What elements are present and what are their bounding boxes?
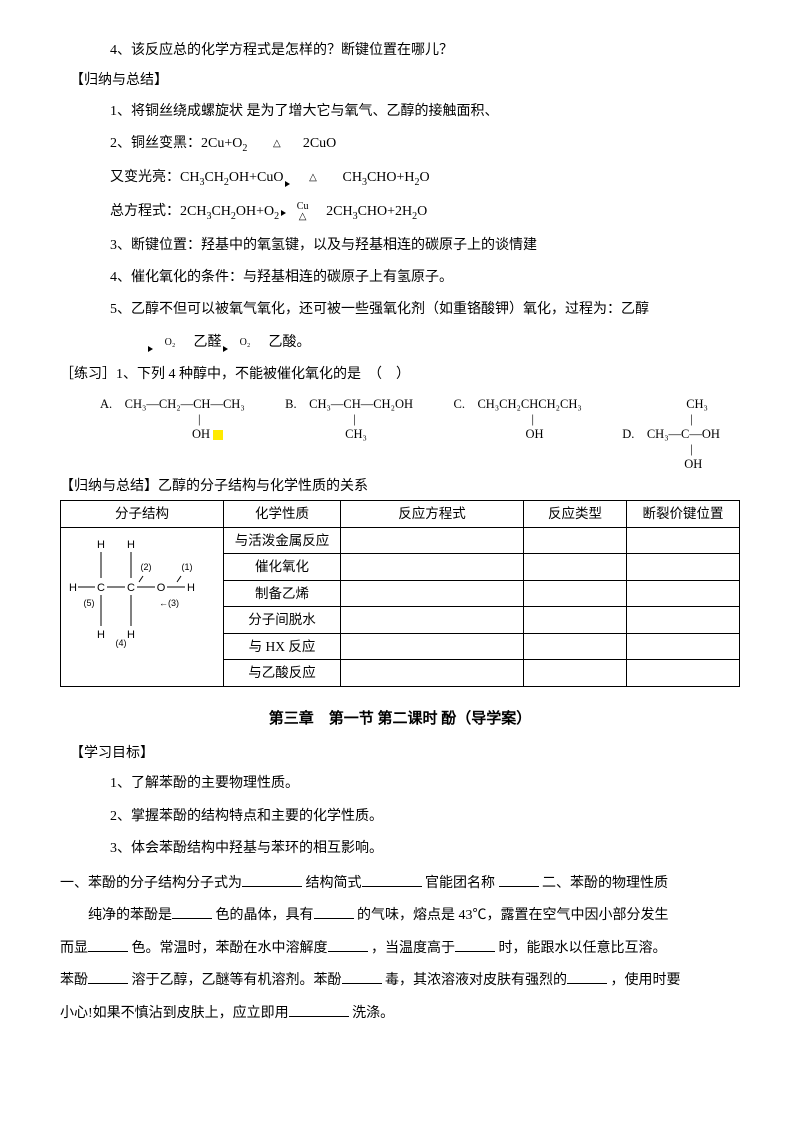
learning-target-1: 1、了解苯酚的主要物理性质。 bbox=[110, 773, 740, 795]
th-structure: 分子结构 bbox=[61, 500, 224, 527]
section-heading-summary: 【归纳与总结】 bbox=[70, 70, 740, 92]
svg-text:O: O bbox=[157, 582, 166, 594]
summary-item-1: 1、将铜丝绕成螺旋状 是为了增大它与氧气、乙醇的接触面积、 bbox=[110, 101, 740, 123]
svg-text:H: H bbox=[127, 539, 135, 551]
blank-solubility[interactable] bbox=[328, 951, 368, 952]
reaction-arrow-o2-2: O₂ bbox=[227, 338, 263, 348]
summary-item-4: 4、催化氧化的条件：与羟基相连的碳原子上有氢原子。 bbox=[110, 267, 740, 289]
eq2b-pre: 又变光亮：CH bbox=[110, 170, 199, 185]
summary-item-total: 总方程式：2CH3CH2OH+O2 Cu △ 2CH3CHO+2H2O bbox=[110, 201, 740, 225]
eq2-post: 2CuO bbox=[303, 136, 336, 151]
row-6-prop: 与乙酸反应 bbox=[224, 660, 341, 687]
reaction-arrow-single: △ bbox=[289, 173, 337, 183]
row-2-prop: 催化氧化 bbox=[224, 554, 341, 581]
svg-text:C: C bbox=[97, 582, 105, 594]
blank-smell[interactable] bbox=[314, 918, 354, 919]
svg-text:(1): (1) bbox=[182, 562, 193, 572]
row-1-bond bbox=[627, 527, 740, 554]
arrow-delta-label: △ bbox=[253, 139, 301, 149]
eq2-sub: 2 bbox=[242, 143, 247, 154]
blank-structural-formula[interactable] bbox=[362, 886, 422, 887]
svg-text:H: H bbox=[97, 539, 105, 551]
arrow-delta-label-2: △ bbox=[289, 173, 337, 183]
eq2-pre: 2、铜丝变黑：2Cu+O bbox=[110, 136, 242, 151]
table-heading: 【归纳与总结】乙醇的分子结构与化学性质的关系 bbox=[60, 476, 740, 498]
svg-text:C: C bbox=[127, 582, 135, 594]
paragraph-4: 苯酚 溶于乙醇，乙醚等有机溶剂。苯酚 毒，其浓溶液对皮肤有强烈的 ，使用时要 bbox=[60, 968, 740, 995]
svg-text:←(3): ←(3) bbox=[159, 598, 179, 608]
ethanol-structure-svg: H H H C C O H H H (1) (2) ←(3) (4) (5) bbox=[61, 528, 211, 654]
blank-dissolve[interactable] bbox=[88, 983, 128, 984]
chain-acid: 乙酸。 bbox=[269, 335, 311, 350]
row-5-prop: 与 HX 反应 bbox=[224, 633, 341, 660]
option-b: B. CH₃—CH—CH₂OH | CH₃ bbox=[285, 397, 413, 442]
svg-text:H: H bbox=[97, 629, 105, 641]
th-property: 化学性质 bbox=[224, 500, 341, 527]
blank-color[interactable] bbox=[172, 918, 212, 919]
summary-item-2a: 2、铜丝变黑：2Cu+O2 △ 2CuO bbox=[110, 133, 740, 157]
row-1-eq bbox=[341, 527, 524, 554]
blank-temperature[interactable] bbox=[455, 951, 495, 952]
chapter-title: 第三章 第一节 第二课时 酚（导学案） bbox=[60, 707, 740, 731]
exercise-1: ［练习］1、下列 4 种醇中，不能被催化氧化的是 （ ） bbox=[60, 364, 740, 386]
summary-item-2b: 又变光亮：CH3CH2OH+CuO △ CH3CHO+H2O bbox=[110, 167, 740, 191]
row-1-prop: 与活泼金属反应 bbox=[224, 527, 341, 554]
learning-target-3: 3、体会苯酚结构中羟基与苯环的相互影响。 bbox=[110, 838, 740, 860]
learning-target-2: 2、掌握苯酚的结构特点和主要的化学性质。 bbox=[110, 806, 740, 828]
svg-text:(4): (4) bbox=[116, 638, 127, 648]
learning-target-heading: 【学习目标】 bbox=[70, 743, 740, 765]
th-equation: 反应方程式 bbox=[341, 500, 524, 527]
svg-text:(5): (5) bbox=[84, 598, 95, 608]
th-reaction-type: 反应类型 bbox=[524, 500, 627, 527]
summary-item-3: 3、断键位置：羟基中的氧氢键，以及与羟基相连的碳原子上的谈情建 bbox=[110, 235, 740, 257]
blank-show-color[interactable] bbox=[88, 951, 128, 952]
reaction-arrow-o2-1: O₂ bbox=[152, 338, 188, 348]
paragraph-1: 一、苯酚的分子结构分子式为 结构简式 官能团名称 二、苯酚的物理性质 bbox=[60, 871, 740, 898]
summary-item-5: 5、乙醇不但可以被氧气氧化，还可被一些强氧化剂（如重铬酸钾）氧化，过程为：乙醇 bbox=[110, 299, 740, 321]
highlight-icon bbox=[213, 430, 223, 440]
structure-diagram-cell: H H H C C O H H H (1) (2) ←(3) (4) (5) bbox=[61, 527, 224, 687]
question-4: 4、该反应总的化学方程式是怎样的？断键位置在哪儿？ bbox=[110, 40, 740, 62]
blank-functional-group[interactable] bbox=[499, 886, 539, 887]
paragraph-2: 纯净的苯酚是 色的晶体，具有 的气味，熔点是 43℃，露置在空气中因小部分发生 bbox=[60, 903, 740, 930]
reaction-arrow-cu: Cu △ bbox=[285, 202, 321, 222]
svg-text:H: H bbox=[187, 582, 195, 594]
blank-molecular-formula[interactable] bbox=[242, 886, 302, 887]
svg-text:H: H bbox=[127, 629, 135, 641]
blank-corrosion[interactable] bbox=[567, 983, 607, 984]
th-bond-break: 断裂价键位置 bbox=[627, 500, 740, 527]
arrow-delta-label-3: △ bbox=[285, 212, 321, 222]
row-1-type bbox=[524, 527, 627, 554]
option-a: A. CH₃—CH₂—CH—CH₃ | OH bbox=[100, 397, 245, 442]
option-d: CH₃ | D. CH₃—C—OH | OH bbox=[622, 397, 720, 472]
svg-text:(2): (2) bbox=[141, 562, 152, 572]
summary-table: 分子结构 化学性质 反应方程式 反应类型 断裂价键位置 H H H C C O H H H bbox=[60, 500, 740, 687]
row-3-prop: 制备乙烯 bbox=[224, 580, 341, 607]
summary-item-5-chain: O₂ 乙醛 O₂ 乙酸。 bbox=[150, 332, 740, 354]
blank-toxic[interactable] bbox=[342, 983, 382, 984]
options-row: A. CH₃—CH₂—CH—CH₃ | OH B. CH₃—CH—CH₂OH |… bbox=[100, 397, 720, 472]
row-4-prop: 分子间脱水 bbox=[224, 607, 341, 634]
paragraph-5: 小心!如果不慎沾到皮肤上，应立即用 洗涤。 bbox=[60, 1001, 740, 1028]
blank-wash[interactable] bbox=[289, 1016, 349, 1017]
chain-aldehyde: 乙醛 bbox=[194, 335, 222, 350]
paragraph-3: 而显 色。常温时，苯酚在水中溶解度 ，当温度高于 时，能跟水以任意比互溶。 bbox=[60, 936, 740, 963]
option-c: C. CH₃CH₂CHCH₂CH₃ | OH bbox=[453, 397, 581, 442]
svg-text:H: H bbox=[69, 582, 77, 594]
reaction-arrow-eq: △ bbox=[253, 139, 301, 149]
